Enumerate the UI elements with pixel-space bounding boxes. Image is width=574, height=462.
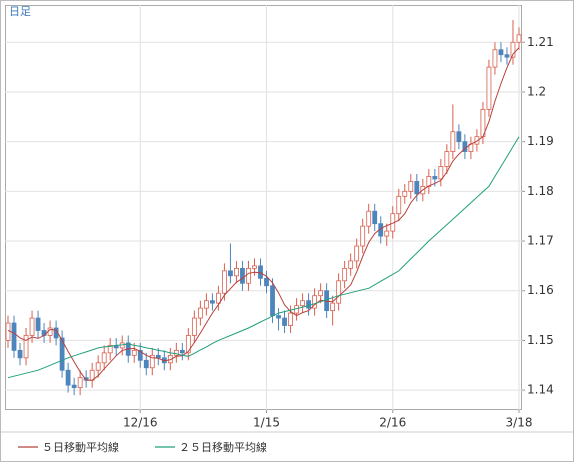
candle-body	[264, 277, 269, 287]
candle-body	[276, 315, 281, 319]
candle-body	[474, 136, 480, 145]
candle-body	[504, 54, 510, 58]
x-tick-label: 1/15	[253, 416, 280, 430]
y-tick-label: 1.16	[527, 283, 554, 297]
candle-body	[11, 322, 17, 351]
candle-body	[131, 349, 137, 356]
candle-body	[35, 317, 41, 331]
candle-body	[402, 190, 408, 197]
x-tick-label: 12/16	[123, 416, 158, 430]
candle-body	[312, 295, 317, 309]
candle-body	[179, 349, 185, 354]
period-label: 日足	[9, 5, 31, 18]
candle-body	[59, 337, 65, 371]
candle-body	[101, 352, 107, 364]
candle-body	[71, 384, 77, 389]
x-tick-label: 3/18	[506, 416, 533, 430]
legend-label: ５日移動平均線	[42, 440, 119, 454]
candle-body	[252, 265, 257, 269]
y-tick-label: 1.18	[527, 184, 554, 198]
candle-body	[372, 210, 378, 225]
candle-body	[414, 181, 420, 195]
candle-body	[432, 176, 438, 180]
candle-body	[173, 349, 179, 356]
candle-body	[498, 49, 504, 56]
candle-body	[210, 300, 215, 304]
candle-body	[306, 300, 311, 309]
candle-body	[510, 41, 516, 58]
candle-body	[396, 195, 402, 215]
y-tick-label: 1.14	[527, 383, 554, 397]
legend-label: ２５日移動平均線	[179, 440, 267, 454]
candle-body	[216, 292, 221, 304]
candle-body	[185, 335, 191, 354]
candle-body	[197, 307, 203, 319]
candle-body	[438, 166, 444, 180]
candle-body	[222, 270, 227, 294]
candle-body	[155, 354, 161, 359]
candle-body	[456, 131, 462, 143]
candle-body	[107, 344, 113, 354]
candle-body	[354, 245, 360, 262]
candle-body	[300, 300, 305, 307]
candle-body	[23, 335, 29, 359]
y-tick-label: 1.15	[527, 333, 554, 347]
x-tick-label: 2/16	[379, 416, 406, 430]
y-tick-label: 1.21	[527, 35, 554, 49]
candle-body	[5, 322, 11, 341]
candle-body	[143, 359, 149, 369]
candle-body	[191, 317, 197, 336]
candle-body	[348, 260, 354, 269]
candle-body	[149, 354, 155, 369]
candle-body	[258, 265, 263, 279]
candle-body	[336, 280, 342, 304]
candle-body	[342, 267, 348, 282]
candle-body	[270, 285, 275, 316]
candle-body	[366, 210, 372, 227]
candle-body	[444, 151, 450, 167]
candle-body	[203, 300, 209, 309]
candle-body	[408, 181, 414, 192]
candle-body	[240, 267, 245, 284]
y-tick-label: 1.19	[527, 134, 554, 148]
candle-body	[360, 225, 366, 247]
candle-body	[330, 302, 336, 312]
candle-body	[29, 317, 35, 336]
y-tick-label: 1.17	[527, 234, 554, 248]
candle-body	[288, 312, 293, 326]
candle-body	[95, 362, 101, 371]
candle-body	[486, 66, 492, 110]
moving-average-line	[7, 136, 520, 379]
candle-body	[246, 267, 251, 284]
candle-body	[77, 377, 83, 389]
moving-average-line	[7, 47, 520, 381]
candle-body	[17, 349, 23, 359]
candle-body	[384, 230, 390, 237]
candle-body	[65, 369, 71, 386]
candle-body	[318, 290, 324, 297]
candle-body	[492, 49, 498, 68]
candle-body	[228, 270, 233, 277]
candle-body	[516, 34, 522, 43]
candle-body	[282, 317, 287, 326]
candle-body	[234, 267, 239, 277]
plot-area	[5, 5, 522, 410]
candle-body	[450, 131, 456, 152]
candle-body	[137, 349, 143, 361]
y-tick-label: 1.2	[527, 84, 546, 98]
